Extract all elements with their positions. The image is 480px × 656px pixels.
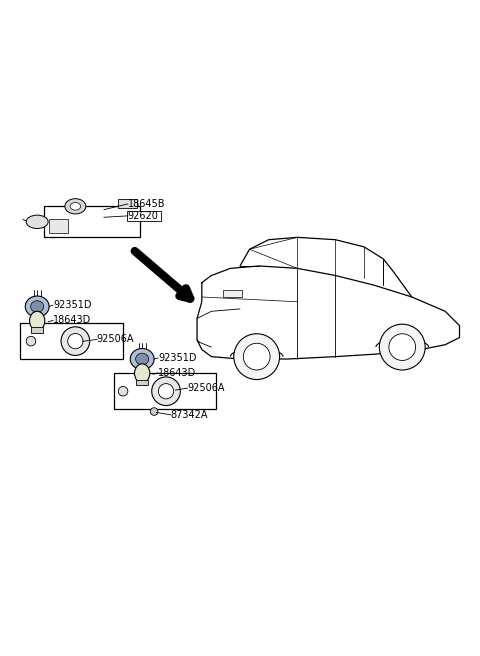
Text: 92351D: 92351D: [158, 353, 196, 363]
Text: 87342A: 87342A: [171, 410, 208, 420]
Ellipse shape: [130, 348, 154, 369]
Circle shape: [379, 324, 425, 370]
Text: 92506A: 92506A: [188, 383, 225, 393]
Text: 92620: 92620: [128, 211, 159, 221]
Bar: [44, 206, 140, 237]
Circle shape: [152, 377, 180, 405]
Ellipse shape: [26, 215, 48, 228]
Circle shape: [389, 334, 416, 360]
Bar: [136, 380, 148, 385]
Bar: [114, 373, 216, 409]
Bar: [49, 219, 68, 233]
Bar: [21, 323, 123, 359]
Circle shape: [118, 386, 128, 396]
Ellipse shape: [134, 364, 150, 383]
Circle shape: [68, 333, 83, 349]
Text: 18643D: 18643D: [158, 368, 196, 378]
Text: 92506A: 92506A: [97, 335, 134, 344]
Circle shape: [234, 334, 280, 380]
Bar: [32, 327, 43, 333]
Circle shape: [158, 384, 174, 399]
Bar: [118, 199, 137, 208]
Circle shape: [243, 343, 270, 370]
Text: 18643D: 18643D: [53, 316, 91, 325]
Circle shape: [61, 327, 90, 356]
Ellipse shape: [30, 312, 45, 331]
Bar: [223, 290, 242, 297]
Circle shape: [150, 407, 158, 415]
Ellipse shape: [31, 300, 44, 312]
Ellipse shape: [65, 199, 86, 214]
Text: 92351D: 92351D: [53, 300, 91, 310]
Ellipse shape: [70, 203, 81, 210]
Bar: [127, 211, 161, 221]
Circle shape: [26, 337, 36, 346]
Ellipse shape: [25, 296, 49, 317]
Ellipse shape: [136, 353, 149, 365]
Text: 18645B: 18645B: [128, 199, 165, 209]
